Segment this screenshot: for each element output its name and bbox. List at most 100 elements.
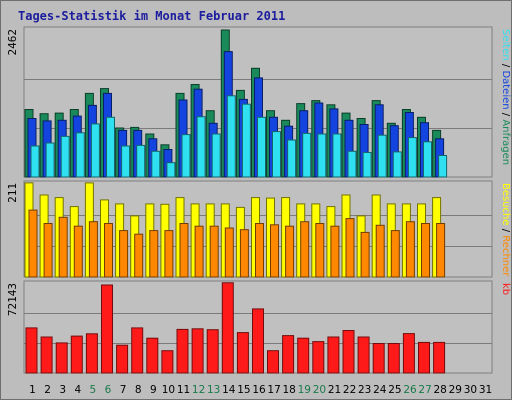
bar-hits-seiten-day-1 — [30, 145, 40, 178]
day-label-24: 24 — [373, 384, 387, 396]
legend-item-rechner: Rechner — [500, 235, 511, 277]
bar-kb-kb-day-14 — [221, 282, 234, 374]
day-label-13: 13 — [207, 384, 220, 396]
day-label-27: 27 — [418, 384, 431, 396]
bar-kb-kb-day-6 — [101, 284, 113, 374]
day-label-11: 11 — [177, 384, 190, 396]
bar-hits-seiten-day-3 — [60, 135, 70, 178]
day-label-3: 3 — [59, 384, 66, 396]
y-max-label-kb: 72143 — [6, 283, 19, 316]
bar-visits-rechner-day-28 — [436, 223, 446, 278]
bar-hits-seiten-day-25 — [392, 151, 402, 178]
bar-kb-kb-day-15 — [236, 332, 249, 374]
bar-hits-seiten-day-4 — [75, 132, 85, 178]
bar-visits-rechner-day-6 — [104, 223, 113, 278]
bar-hits-seiten-day-24 — [377, 134, 387, 178]
bar-hits-seiten-day-12 — [196, 116, 206, 178]
bar-kb-kb-day-10 — [161, 350, 174, 374]
bar-kb-kb-day-12 — [191, 328, 204, 374]
bar-kb-kb-day-5 — [85, 333, 98, 374]
day-label-31: 31 — [479, 384, 492, 396]
bar-kb-kb-day-24 — [372, 343, 385, 374]
bar-visits-rechner-day-27 — [421, 223, 430, 278]
bar-visits-rechner-day-4 — [73, 225, 83, 278]
bar-kb-kb-day-7 — [116, 344, 129, 374]
day-label-18: 18 — [283, 384, 296, 396]
bar-hits-seiten-day-10 — [166, 162, 176, 178]
legend-kb: kb — [500, 283, 511, 295]
day-label-28: 28 — [434, 384, 447, 396]
bar-hits-seiten-day-6 — [106, 116, 115, 178]
day-label-26: 26 — [403, 384, 417, 396]
day-label-21: 21 — [328, 384, 341, 396]
day-label-30: 30 — [464, 384, 477, 396]
panel-kb: 72143 kb — [6, 280, 511, 374]
day-label-4: 4 — [74, 384, 81, 396]
chart-title: Tages-Statistik im Monat Februar 2011 — [18, 9, 285, 23]
day-label-23: 23 — [358, 384, 371, 396]
bar-hits-seiten-day-7 — [121, 145, 131, 178]
bar-hits-seiten-day-2 — [45, 142, 55, 178]
bar-hits-seiten-day-17 — [272, 131, 281, 178]
bar-kb-kb-day-18 — [282, 335, 295, 374]
legend-separator-hits-2: / — [500, 110, 511, 120]
bar-hits-seiten-day-26 — [407, 137, 417, 178]
bar-hits-seiten-day-13 — [211, 133, 221, 178]
bar-kb-kb-day-19 — [297, 337, 310, 374]
bar-kb-kb-day-4 — [70, 335, 83, 374]
bar-hits-seiten-day-14 — [226, 95, 236, 178]
bar-visits-rechner-day-18 — [285, 225, 295, 278]
bar-visits-rechner-day-11 — [179, 223, 189, 278]
bar-kb-kb-day-9 — [146, 337, 159, 374]
bar-visits-rechner-day-15 — [239, 229, 249, 278]
legend-item-anfragen: Anfragen — [500, 119, 511, 165]
day-label-10: 10 — [162, 384, 175, 396]
bar-kb-kb-day-17 — [267, 350, 279, 374]
bar-kb-kb-day-22 — [342, 330, 355, 374]
bar-visits-rechner-day-8 — [134, 233, 144, 278]
bar-kb-kb-day-21 — [327, 336, 340, 374]
bar-hits-seiten-day-19 — [302, 132, 312, 178]
bar-visits-rechner-day-5 — [88, 221, 98, 278]
bar-kb-kb-day-26 — [402, 333, 415, 374]
bar-kb-kb-day-16 — [252, 308, 264, 374]
bar-kb-kb-day-1 — [25, 327, 38, 374]
bar-visits-rechner-day-7 — [119, 230, 129, 278]
day-label-29: 29 — [449, 384, 462, 396]
day-label-5: 5 — [90, 384, 97, 396]
legend-item-kb: kb — [500, 283, 511, 295]
legend-item-seiten: Seiten — [500, 29, 511, 61]
bar-hits-seiten-day-15 — [241, 103, 251, 178]
bar-visits-rechner-day-25 — [390, 230, 400, 278]
bar-visits-rechner-day-26 — [405, 221, 415, 278]
bar-visits-rechner-day-2 — [43, 223, 53, 278]
bar-kb-kb-day-3 — [55, 342, 68, 374]
legend-item-besuche: Besuche — [500, 183, 511, 226]
bar-hits-seiten-day-20 — [317, 133, 327, 178]
bar-visits-rechner-day-22 — [345, 218, 355, 278]
bar-kb-kb-day-13 — [206, 329, 219, 374]
bar-kb-kb-day-20 — [312, 341, 325, 374]
day-label-14: 14 — [222, 384, 236, 396]
bar-hits-seiten-day-28 — [438, 155, 448, 178]
bar-hits-seiten-day-18 — [287, 139, 297, 178]
bar-visits-rechner-day-23 — [360, 231, 370, 278]
bar-hits-seiten-day-8 — [136, 144, 146, 178]
y-max-label-visits: 211 — [6, 183, 19, 203]
day-label-12: 12 — [192, 384, 205, 396]
day-label-16: 16 — [252, 384, 266, 396]
bar-kb-kb-day-11 — [176, 328, 189, 374]
bar-hits-seiten-day-23 — [362, 152, 372, 178]
day-label-15: 15 — [237, 384, 250, 396]
bar-kb-kb-day-25 — [387, 343, 400, 374]
bar-visits-rechner-day-9 — [149, 230, 159, 278]
bar-kb-kb-day-23 — [357, 336, 370, 374]
bar-visits-rechner-day-19 — [300, 221, 310, 278]
legend-hits: Seiten / Dateien / Anfragen — [500, 29, 511, 165]
bar-visits-rechner-day-16 — [255, 223, 264, 278]
bar-visits-rechner-day-24 — [375, 224, 385, 278]
legend-separator-visits-1: / — [500, 226, 511, 236]
bar-visits-rechner-day-3 — [58, 216, 68, 278]
bar-kb-kb-day-28 — [433, 341, 446, 374]
